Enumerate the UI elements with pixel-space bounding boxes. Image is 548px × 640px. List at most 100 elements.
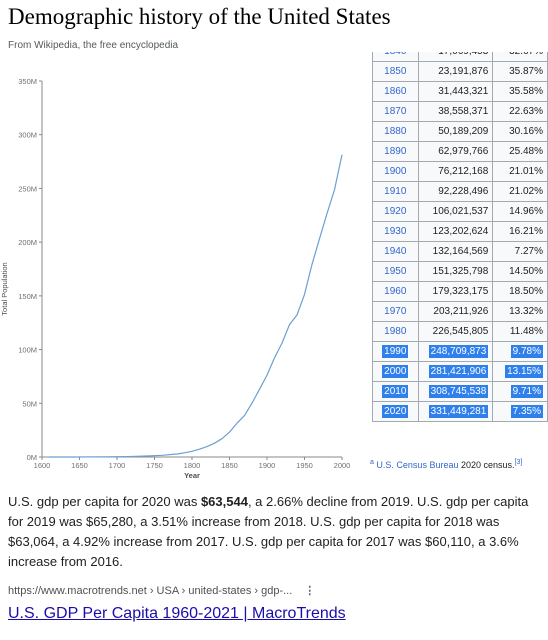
table-row: 1970 203,211,926 13.32% (372, 301, 548, 322)
year-cell[interactable]: 1900 (372, 161, 419, 182)
population-cell-text: 76,212,168 (438, 166, 489, 177)
population-cell-text: 123,202,624 (432, 226, 489, 237)
year-cell[interactable]: 1860 (372, 81, 419, 102)
table-row: 1900 76,212,168 21.01% (372, 161, 548, 182)
population-chart[interactable]: 0M 50M 100M 150M 200M 250M 300M 350M 1600 1650 170… (0, 60, 352, 480)
population-cell-text: 31,443,321 (438, 86, 489, 97)
year-cell[interactable]: 1840 (372, 52, 419, 62)
change-cell: 32.67% (492, 52, 548, 62)
year-cell-text: 1990 (382, 345, 409, 358)
change-cell-text: 7.35% (510, 405, 543, 418)
x-tick-label: 1700 (109, 461, 126, 470)
population-cell-text: 248,709,873 (428, 345, 489, 358)
population-cell: 331,449,281 (417, 401, 494, 422)
table-row: 1960 179,323,175 18.50% (372, 281, 548, 302)
year-cell-text: 1840 (384, 52, 406, 57)
year-cell[interactable]: 2020 (372, 401, 419, 422)
change-cell-text: 9.78% (510, 345, 543, 358)
change-cell: 14.50% (492, 261, 548, 282)
change-cell: 21.02% (492, 181, 548, 202)
table-row: 1910 92,228,496 21.02% (372, 181, 548, 202)
population-cell: 203,211,926 (417, 301, 494, 322)
answer-highlight: $63,544 (200, 494, 248, 509)
result-title-link[interactable]: U.S. GDP Per Capita 1960-2021 | MacroTre… (8, 605, 346, 622)
population-cell-text: 132,164,569 (432, 246, 489, 257)
population-cell-text: 179,323,175 (432, 286, 489, 297)
year-cell[interactable]: 1920 (372, 201, 419, 222)
change-cell: 13.15% (492, 361, 548, 382)
y-tick-label: 350M (18, 77, 37, 86)
x-tick-label: 1850 (221, 461, 238, 470)
year-cell[interactable]: 1870 (372, 101, 419, 122)
census-table: 1840 17,069,453 32.67% 1850 23,191,876 35.87%… (372, 52, 548, 422)
year-cell-text: 2000 (382, 365, 409, 378)
table-row: 1850 23,191,876 35.87% (372, 61, 548, 82)
population-cell: 132,164,569 (417, 241, 494, 262)
population-cell-text: 281,421,906 (428, 365, 489, 378)
year-cell[interactable]: 1990 (372, 341, 419, 362)
year-cell[interactable]: 1940 (372, 241, 419, 262)
table-row: 1980 226,545,805 11.48% (372, 321, 548, 342)
year-cell[interactable]: 1980 (372, 321, 419, 342)
change-cell: 35.87% (492, 61, 548, 82)
change-cell: 16.21% (492, 221, 548, 242)
change-cell-text: 13.15% (505, 365, 543, 378)
year-cell[interactable]: 1880 (372, 121, 419, 142)
year-cell[interactable]: 2010 (372, 381, 419, 402)
footnote-text: 2020 census. (458, 460, 515, 470)
table-row: 1840 17,069,453 32.67% (372, 52, 548, 62)
population-chart-svg: 0M 50M 100M 150M 200M 250M 300M 350M 1600 1650 170… (0, 77, 350, 480)
y-tick-label: 50M (22, 399, 37, 408)
population-cell-text: 17,069,453 (438, 52, 488, 57)
more-options-icon[interactable]: ⋮ (304, 585, 316, 597)
population-cell: 179,323,175 (417, 281, 494, 302)
table-row: 1880 50,189,209 30.16% (372, 121, 548, 142)
year-cell[interactable]: 1930 (372, 221, 419, 242)
year-cell-text: 1880 (384, 126, 407, 137)
page-title[interactable]: Demographic history of the United States (8, 4, 391, 29)
change-cell-text: 21.02% (509, 186, 543, 197)
population-cell-text: 331,449,281 (428, 405, 489, 418)
y-axis-title: Total Population (0, 262, 9, 315)
census-table-viewport[interactable]: 1840 17,069,453 32.67% 1850 23,191,876 35.87%… (372, 52, 548, 448)
population-cell: 17,069,453 (417, 52, 494, 62)
year-cell[interactable]: 2000 (372, 361, 419, 382)
year-cell-text: 1860 (384, 86, 407, 97)
year-cell[interactable]: 1960 (372, 281, 419, 302)
population-cell: 106,021,537 (417, 201, 494, 222)
change-cell-text: 22.63% (509, 106, 543, 117)
result-url[interactable]: https://www.macrotrends.net › USA › unit… (8, 584, 315, 597)
year-cell[interactable]: 1850 (372, 61, 419, 82)
table-row: 1990 248,709,873 9.78% (372, 341, 548, 362)
year-cell[interactable]: 1890 (372, 141, 419, 162)
census-bureau-link[interactable]: U.S. Census Bureau (376, 460, 459, 470)
x-tick-label: 1650 (71, 461, 88, 470)
table-footnote: a U.S. Census Bureau 2020 census.[3] (370, 459, 522, 470)
table-row: 1940 132,164,569 7.27% (372, 241, 548, 262)
population-cell-text: 50,189,209 (438, 126, 489, 137)
table-row: 2010 308,745,538 9.71% (372, 381, 548, 402)
x-tick-label: 1750 (146, 461, 163, 470)
population-cell: 226,545,805 (417, 321, 494, 342)
change-cell-text: 25.48% (509, 146, 543, 157)
population-cell: 92,228,496 (417, 181, 494, 202)
population-cell-text: 308,745,538 (428, 385, 489, 398)
year-cell[interactable]: 1910 (372, 181, 419, 202)
table-row: 1930 123,202,624 16.21% (372, 221, 548, 242)
change-cell: 22.63% (492, 101, 548, 122)
change-cell-text: 21.01% (509, 166, 543, 177)
page-subtitle: From Wikipedia, the free encyclopedia (8, 40, 179, 51)
population-cell: 38,558,371 (417, 101, 494, 122)
result-url-text: https://www.macrotrends.net › USA › unit… (8, 585, 293, 597)
change-cell-text: 35.87% (509, 66, 543, 77)
change-cell: 11.48% (492, 321, 548, 342)
population-cell-text: 38,558,371 (438, 106, 489, 117)
table-row: 1860 31,443,321 35.58% (372, 81, 548, 102)
x-tick-label: 1600 (34, 461, 51, 470)
year-cell[interactable]: 1950 (372, 261, 419, 282)
change-cell-text: 11.48% (509, 326, 543, 337)
footnote-ref[interactable]: [3] (514, 459, 523, 466)
population-cell-text: 106,021,537 (432, 206, 489, 217)
year-cell[interactable]: 1970 (372, 301, 419, 322)
population-cell: 76,212,168 (417, 161, 494, 182)
